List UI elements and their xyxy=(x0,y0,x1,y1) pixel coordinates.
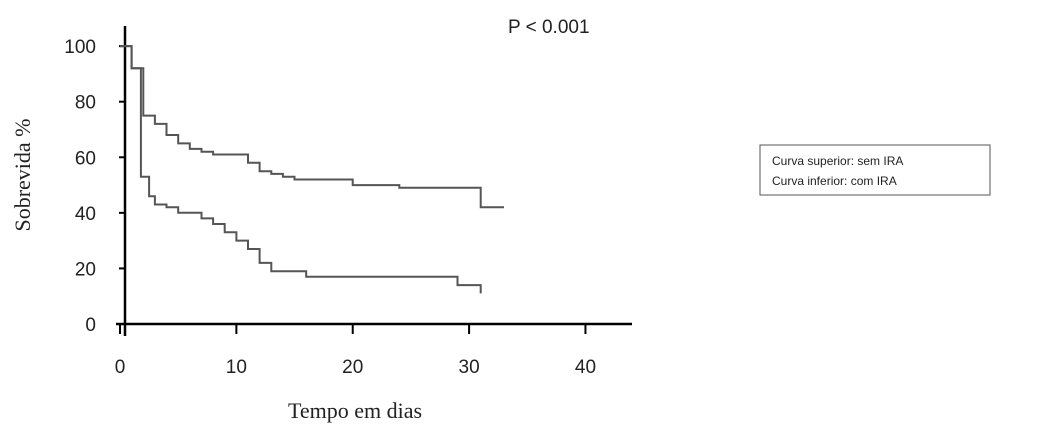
p-value-annotation: P < 0.001 xyxy=(508,17,590,38)
x-axis-title: Tempo em dias xyxy=(288,398,422,423)
y-axis-title: Sobrevida % xyxy=(10,118,35,231)
legend: Curva superior: sem IRA Curva inferior: … xyxy=(759,144,991,196)
x-tick-label: 30 xyxy=(459,357,480,378)
x-tick-label: 10 xyxy=(226,357,247,378)
survival-curve-sem-ira xyxy=(120,45,504,209)
legend-box xyxy=(759,144,991,196)
y-ticks: 0 20 40 60 80 100 xyxy=(64,37,125,336)
x-tick-label: 20 xyxy=(342,357,363,378)
y-tick-label: 80 xyxy=(75,93,96,114)
survival-curve-com-ira xyxy=(120,45,482,294)
x-tick-label: 0 xyxy=(115,357,126,378)
x-tick-label: 40 xyxy=(575,357,596,378)
x-ticks: 0 10 20 30 40 xyxy=(115,324,596,378)
y-tick-label: 40 xyxy=(75,204,96,225)
y-tick-label: 0 xyxy=(85,315,96,336)
legend-item-com-ira: Curva inferior: com IRA xyxy=(772,174,897,188)
y-tick-label: 60 xyxy=(75,148,96,169)
y-tick-label: 20 xyxy=(75,259,96,280)
y-tick-label: 100 xyxy=(64,37,96,58)
axes xyxy=(116,26,632,336)
series-group xyxy=(120,45,504,294)
legend-item-sem-ira: Curva superior: sem IRA xyxy=(772,154,903,168)
